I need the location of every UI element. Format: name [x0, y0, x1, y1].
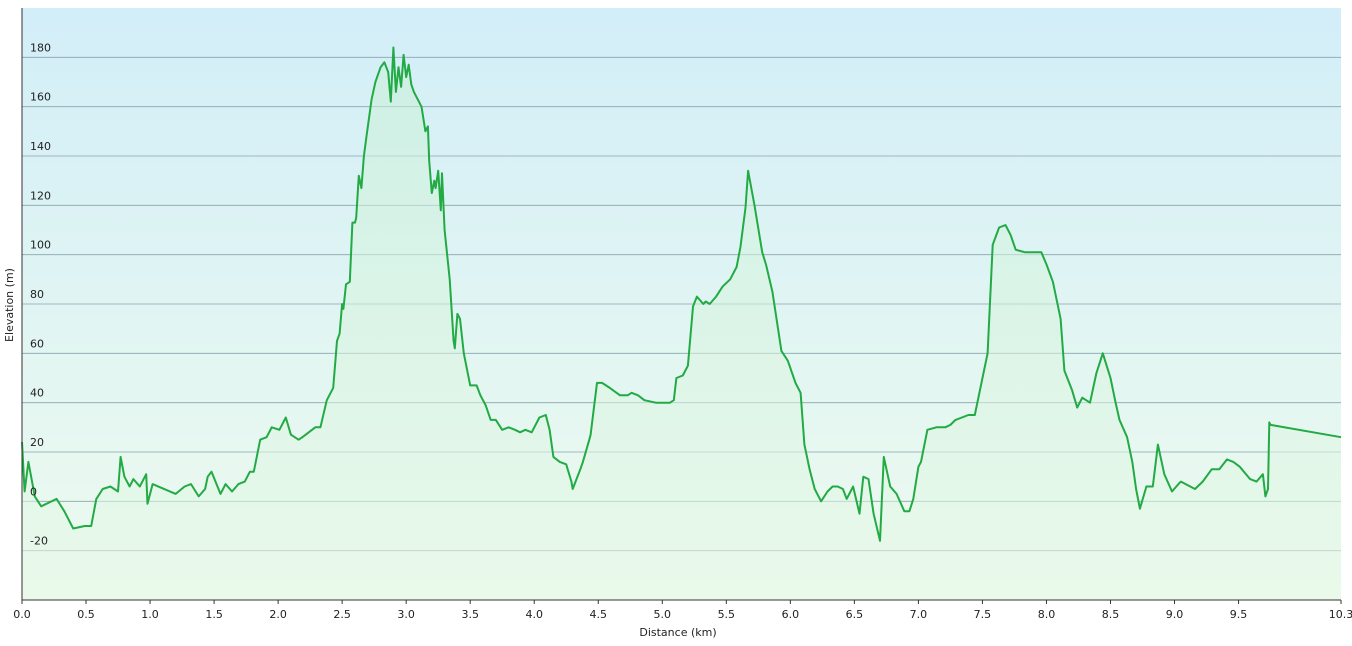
data	[21, 46, 1342, 600]
x-tick-label: 3.0	[397, 608, 415, 621]
y-tick-label: 180	[30, 41, 51, 54]
y-tick-label: 160	[30, 91, 51, 104]
x-tick-label: 6.0	[782, 608, 800, 621]
x-tick-label: 7.5	[974, 608, 992, 621]
x-tick-label: 1.0	[141, 608, 159, 621]
x-axis-title: Distance (km)	[639, 626, 716, 639]
x-tick-label: 0.0	[13, 608, 31, 621]
y-tick-label: 0	[30, 485, 37, 498]
x-tick-label: 9.5	[1230, 608, 1248, 621]
y-axis-title: Elevation (m)	[3, 268, 16, 342]
y-tick-label: 140	[30, 140, 51, 153]
x-tick-label: 2.5	[333, 608, 351, 621]
x-tick-label: 4.5	[590, 608, 608, 621]
y-tick-label: 100	[30, 239, 51, 252]
x-tick-label: 8.5	[1102, 608, 1120, 621]
y-tick-label: 40	[30, 387, 44, 400]
x-tick-label: 2.0	[269, 608, 287, 621]
y-tick-label: -20	[30, 535, 48, 548]
x-tick-label: 5.5	[718, 608, 736, 621]
elevation-line	[21, 46, 1342, 542]
y-tick-label: 120	[30, 189, 51, 202]
x-tick-label: 4.0	[525, 608, 543, 621]
x-tick-label: 5.0	[654, 608, 672, 621]
x-tick-label: 8.0	[1038, 608, 1056, 621]
y-tick-label: 20	[30, 436, 44, 449]
x-tick-label: 3.5	[461, 608, 479, 621]
y-tick-label: 60	[30, 337, 44, 350]
x-tick-label: 1.5	[205, 608, 223, 621]
x-tick-label: 0.5	[77, 608, 95, 621]
x-tick-label: 10.3	[1329, 608, 1352, 621]
x-tick-label: 7.0	[910, 608, 928, 621]
y-tick-label: 80	[30, 288, 44, 301]
x-tick-label: 9.0	[1166, 608, 1184, 621]
area-fill	[22, 47, 1341, 600]
x-tick-label: 6.5	[846, 608, 864, 621]
